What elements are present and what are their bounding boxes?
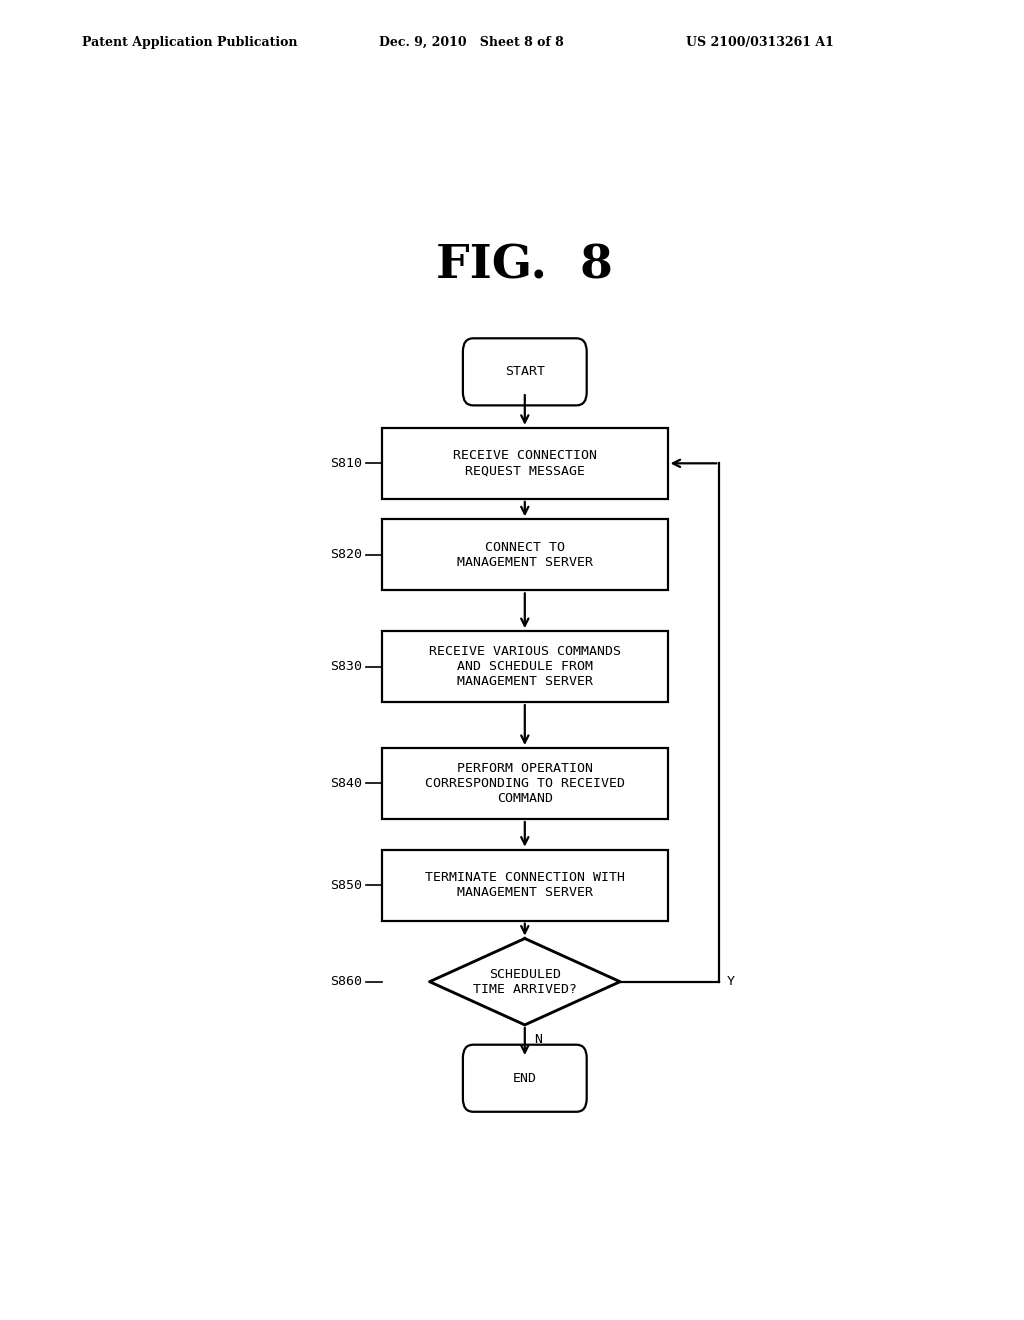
Text: PERFORM OPERATION
CORRESPONDING TO RECEIVED
COMMAND: PERFORM OPERATION CORRESPONDING TO RECEI…: [425, 762, 625, 805]
FancyBboxPatch shape: [382, 428, 668, 499]
Text: N: N: [535, 1034, 543, 1045]
Text: RECEIVE VARIOUS COMMANDS
AND SCHEDULE FROM
MANAGEMENT SERVER: RECEIVE VARIOUS COMMANDS AND SCHEDULE FR…: [429, 645, 621, 688]
FancyBboxPatch shape: [382, 631, 668, 702]
Text: RECEIVE CONNECTION
REQUEST MESSAGE: RECEIVE CONNECTION REQUEST MESSAGE: [453, 449, 597, 478]
Text: S810: S810: [330, 457, 362, 470]
Text: START: START: [505, 366, 545, 379]
Text: FIG.  8: FIG. 8: [436, 242, 613, 288]
Text: Y: Y: [727, 975, 735, 989]
Text: S820: S820: [330, 548, 362, 561]
Text: Patent Application Publication: Patent Application Publication: [82, 36, 297, 49]
Text: US 2100/0313261 A1: US 2100/0313261 A1: [686, 36, 834, 49]
Text: END: END: [513, 1072, 537, 1085]
Text: S830: S830: [330, 660, 362, 673]
Text: S840: S840: [330, 777, 362, 789]
Text: TERMINATE CONNECTION WITH
MANAGEMENT SERVER: TERMINATE CONNECTION WITH MANAGEMENT SER…: [425, 871, 625, 899]
FancyBboxPatch shape: [463, 1044, 587, 1111]
Text: SCHEDULED
TIME ARRIVED?: SCHEDULED TIME ARRIVED?: [473, 968, 577, 995]
FancyBboxPatch shape: [382, 850, 668, 921]
FancyBboxPatch shape: [463, 338, 587, 405]
FancyBboxPatch shape: [382, 748, 668, 818]
Text: S850: S850: [330, 879, 362, 891]
Text: CONNECT TO
MANAGEMENT SERVER: CONNECT TO MANAGEMENT SERVER: [457, 541, 593, 569]
Text: Dec. 9, 2010   Sheet 8 of 8: Dec. 9, 2010 Sheet 8 of 8: [379, 36, 563, 49]
FancyBboxPatch shape: [382, 519, 668, 590]
Text: S860: S860: [330, 975, 362, 989]
